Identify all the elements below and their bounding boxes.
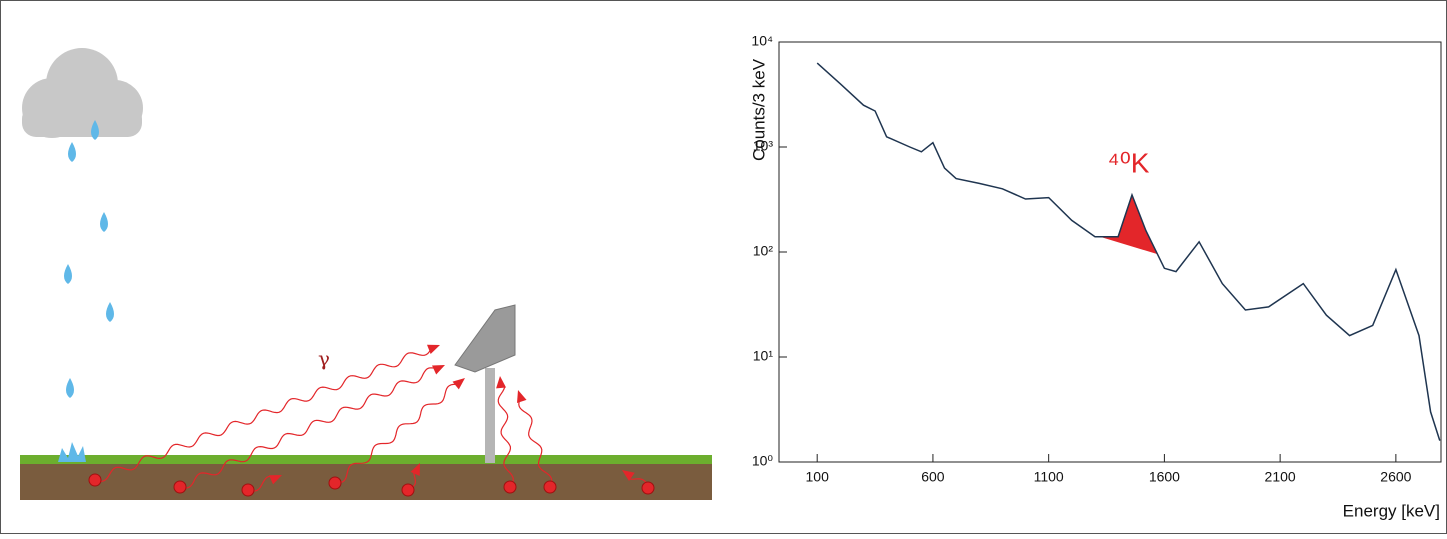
arrow-head <box>410 463 420 476</box>
y-tick-label: 10⁴ <box>751 33 773 49</box>
gamma-label: γ <box>318 347 330 371</box>
y-tick-label: 10¹ <box>753 348 774 364</box>
gamma-ray <box>94 349 432 482</box>
source-ball <box>173 480 187 494</box>
arrow-head <box>622 470 635 481</box>
soil <box>20 462 712 500</box>
source-ball <box>641 481 655 495</box>
arrow-head <box>517 390 527 403</box>
spectrum-line <box>816 62 1441 441</box>
y-tick-label: 10⁰ <box>752 453 774 469</box>
source-ball <box>328 476 342 490</box>
grass <box>20 455 712 464</box>
chart: Counts/3 keV Energy [keV] 10⁰ 10¹ 10² 10³ 10… <box>749 33 1442 520</box>
gamma-ray <box>179 367 434 489</box>
detector-post <box>485 368 495 463</box>
detector-head <box>454 304 516 373</box>
peak-annotation: ⁴⁰K <box>1108 147 1150 178</box>
illustration: γ <box>20 48 712 500</box>
arrow-head <box>496 376 507 389</box>
arrow-head <box>452 378 465 390</box>
arrow-head <box>432 365 445 375</box>
cloud <box>22 48 143 138</box>
source-ball <box>503 480 517 494</box>
source-ball <box>241 483 255 497</box>
gamma-ray <box>518 400 553 488</box>
arrow-head <box>269 475 282 485</box>
splash <box>58 442 86 462</box>
gamma-rays <box>88 344 655 497</box>
gamma-ray <box>497 386 514 488</box>
y-axis-label: Counts/3 keV <box>749 58 768 161</box>
gamma-ray <box>335 383 456 484</box>
x-tick-label: 1600 <box>1149 469 1180 485</box>
source-ball <box>543 480 557 494</box>
rain-drops <box>64 120 114 398</box>
x-tick-label: 600 <box>921 469 945 485</box>
x-tick-label: 2100 <box>1265 469 1296 485</box>
source-ball <box>88 473 102 487</box>
source-ball <box>401 483 415 497</box>
y-tick-label: 10³ <box>753 138 774 154</box>
x-axis-label: Energy [keV] <box>1343 501 1440 520</box>
arrow-head <box>427 344 440 355</box>
x-tick-label: 2600 <box>1380 469 1411 485</box>
x-tick-label: 1100 <box>1034 469 1064 485</box>
y-tick-label: 10² <box>753 243 774 259</box>
x-tick-label: 100 <box>806 469 830 485</box>
peak-area <box>1099 194 1158 255</box>
